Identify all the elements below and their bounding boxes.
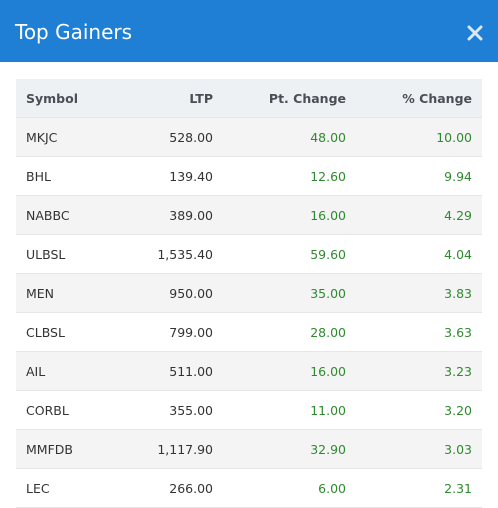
- table-cell: 35.00: [310, 286, 346, 301]
- column-header: LTP: [189, 91, 213, 106]
- gainers-table: Symbol LTP Pt. Change % Change MKJC 528.00 48.…: [16, 79, 482, 508]
- table-cell: 3.23: [444, 364, 472, 379]
- table-cell: 16.00: [310, 208, 346, 223]
- table-cell: 28.00: [310, 325, 346, 340]
- table-cell: 2.31: [444, 481, 472, 496]
- close-button[interactable]: [467, 25, 483, 41]
- table-cell: 12.60: [310, 169, 346, 184]
- table-row: MKJC 528.00 48.00 10.00: [16, 118, 482, 157]
- table-cell: 9.94: [444, 169, 472, 184]
- table-row: CORBL 355.00 11.00 3.20: [16, 391, 482, 430]
- table-cell: MKJC: [26, 130, 58, 145]
- table-row: MEN 950.00 35.00 3.83: [16, 274, 482, 313]
- table-row: ULBSL 1,535.40 59.60 4.04: [16, 235, 482, 274]
- table-row: LEC 266.00 6.00 2.31: [16, 469, 482, 508]
- column-header: Symbol: [26, 91, 78, 106]
- table-cell: 266.00: [169, 481, 213, 496]
- table-cell: MEN: [26, 286, 55, 301]
- table-row: MMFDB 1,117.90 32.90 3.03: [16, 430, 482, 469]
- table-cell: 799.00: [169, 325, 213, 340]
- table-cell: CLBSL: [26, 325, 65, 340]
- table-cell: 11.00: [310, 403, 346, 418]
- modal-header: Top Gainers: [0, 0, 498, 62]
- table-cell: CORBL: [26, 403, 69, 418]
- table-row: CLBSL 799.00 28.00 3.63: [16, 313, 482, 352]
- table-cell: AIL: [26, 364, 46, 379]
- table-row: BHL 139.40 12.60 9.94: [16, 157, 482, 196]
- table-cell: 3.63: [444, 325, 472, 340]
- table-cell: 1,535.40: [157, 247, 213, 262]
- table-cell: 355.00: [169, 403, 213, 418]
- table-cell: 1,117.90: [157, 442, 213, 457]
- table-cell: NABBC: [26, 208, 70, 223]
- table-cell: MMFDB: [26, 442, 73, 457]
- table-cell: BHL: [26, 169, 51, 184]
- table-cell: 4.29: [444, 208, 472, 223]
- table-cell: 950.00: [169, 286, 213, 301]
- header-row: Symbol LTP Pt. Change % Change: [16, 79, 482, 118]
- table-cell: 4.04: [444, 247, 472, 262]
- column-header: % Change: [402, 91, 472, 106]
- table-cell: 511.00: [169, 364, 213, 379]
- table-cell: 139.40: [169, 169, 213, 184]
- table-row: NABBC 389.00 16.00 4.29: [16, 196, 482, 235]
- table-cell: 16.00: [310, 364, 346, 379]
- table-cell: 59.60: [310, 247, 346, 262]
- table-cell: ULBSL: [26, 247, 66, 262]
- column-header: Pt. Change: [268, 91, 346, 106]
- table-cell: 528.00: [169, 130, 213, 145]
- table-row: AIL 511.00 16.00 3.23: [16, 352, 482, 391]
- table-cell: 32.90: [310, 442, 346, 457]
- table-cell: LEC: [26, 481, 50, 496]
- table-cell: 3.83: [444, 286, 472, 301]
- table-cell: 3.03: [444, 442, 472, 457]
- modal-title: Top Gainers: [15, 20, 133, 44]
- table-cell: 48.00: [310, 130, 346, 145]
- table-cell: 10.00: [436, 130, 472, 145]
- table-cell: 389.00: [169, 208, 213, 223]
- table-cell: 6.00: [318, 481, 346, 496]
- table-cell: 3.20: [444, 403, 472, 418]
